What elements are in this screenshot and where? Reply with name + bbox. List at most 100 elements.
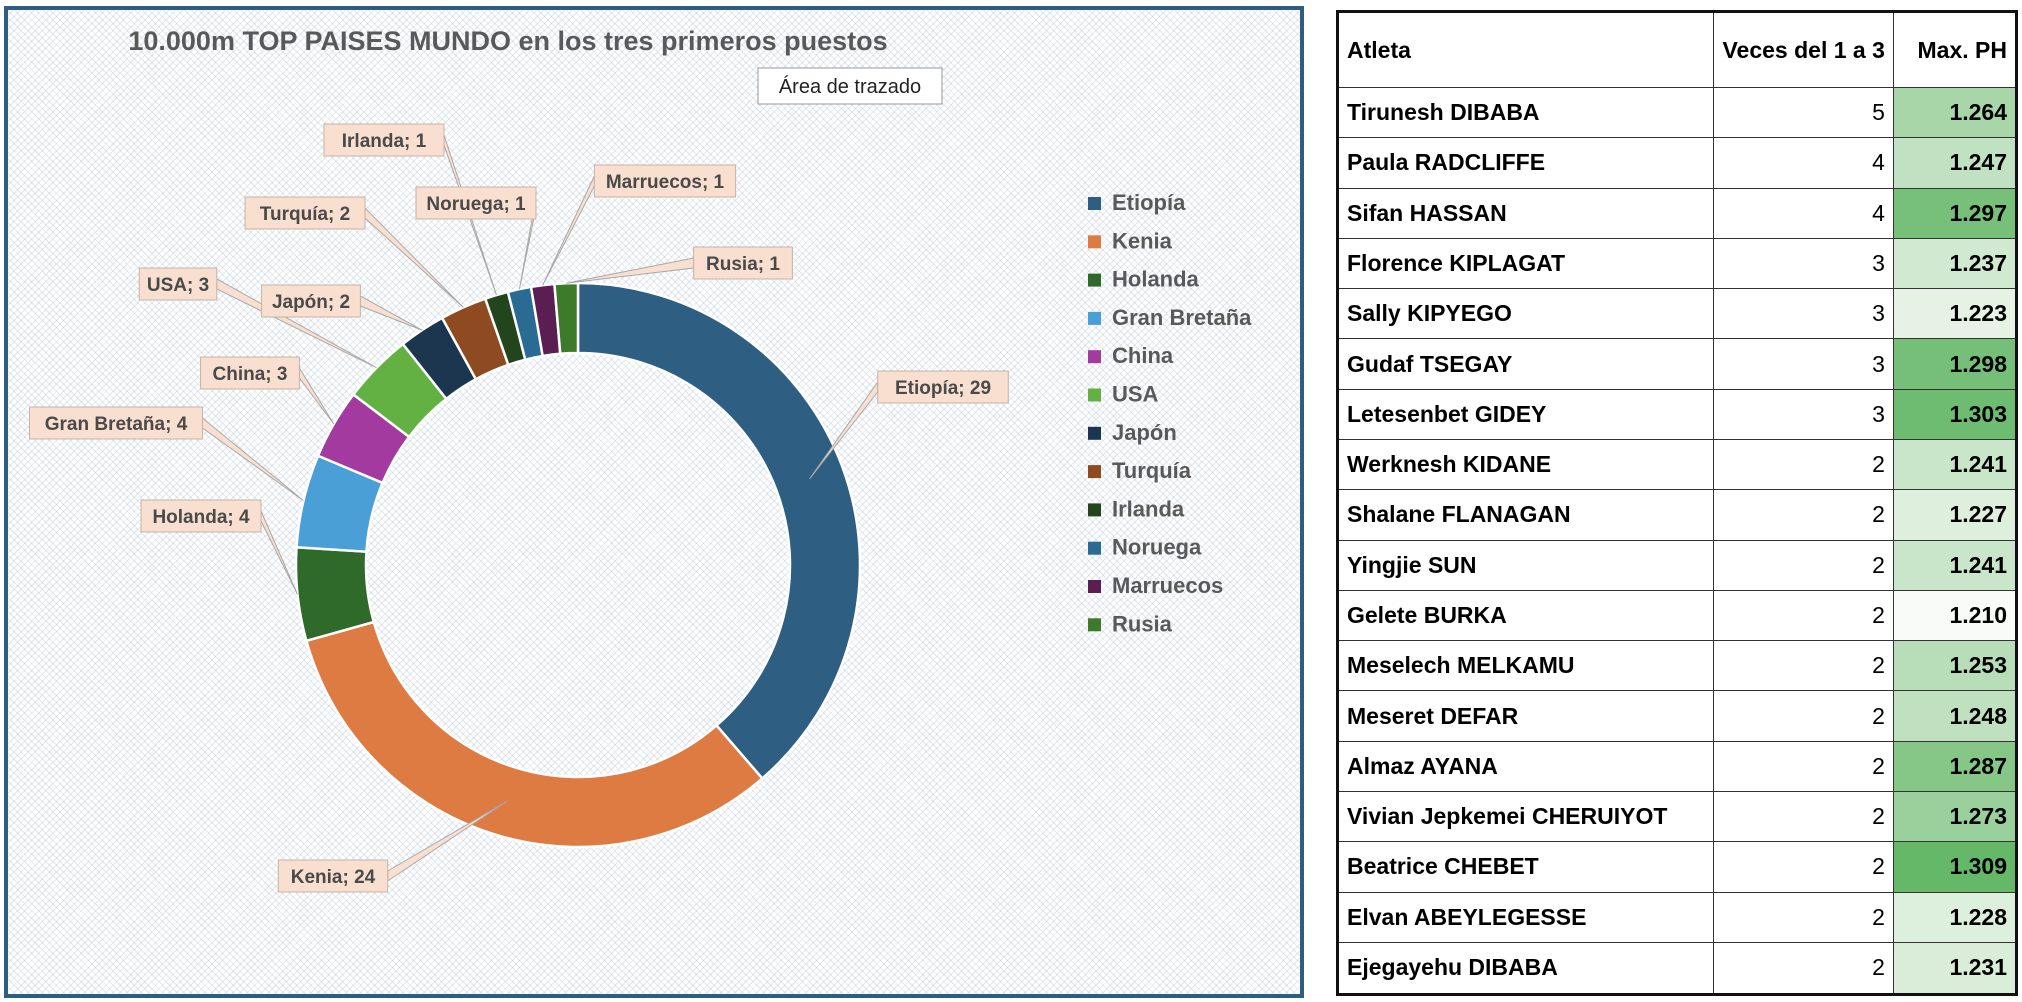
athlete-name: Letesenbet GIDEY: [1336, 388, 1715, 440]
header-atleta[interactable]: Atleta: [1336, 11, 1715, 88]
athlete-name: Beatrice CHEBET: [1336, 841, 1715, 893]
athlete-name: Gudaf TSEGAY: [1336, 338, 1715, 390]
legend-swatch: [1088, 197, 1101, 210]
legend-label: Turquía: [1112, 458, 1192, 483]
plot-area-tooltip: Área de trazado: [757, 67, 943, 105]
podium-count: 2: [1713, 841, 1894, 893]
max-ph: 1.264: [1892, 86, 2018, 139]
max-ph: 1.241: [1892, 438, 2018, 491]
header-veces[interactable]: Veces del 1 a 3: [1713, 11, 1894, 88]
table-row[interactable]: Werknesh KIDANE 2 1.241: [1336, 438, 2018, 491]
table-row[interactable]: Tirunesh DIBABA 5 1.264: [1336, 86, 2018, 139]
table-row[interactable]: Gudaf TSEGAY 3 1.298: [1336, 338, 2018, 390]
table-row[interactable]: Ejegayehu DIBABA 2 1.231: [1336, 941, 2018, 996]
athlete-name: Tirunesh DIBABA: [1336, 86, 1715, 139]
max-ph: 1.298: [1892, 338, 2018, 390]
data-label-noruega: Noruega; 1: [415, 186, 537, 290]
podium-count: 2: [1713, 740, 1894, 792]
legend-item-usa[interactable]: USA: [1088, 382, 1159, 407]
athlete-name: Almaz AYANA: [1336, 740, 1715, 792]
legend-item-noruega[interactable]: Noruega: [1088, 535, 1202, 560]
max-ph: 1.223: [1892, 288, 2018, 340]
legend-swatch: [1088, 388, 1101, 402]
max-ph: 1.309: [1892, 841, 2018, 893]
svg-text:USA; 3: USA; 3: [147, 275, 209, 296]
max-ph: 1.231: [1892, 941, 2018, 996]
athletes-table: Atleta Veces del 1 a 3 Max. PH Tirunesh …: [1336, 10, 2018, 996]
max-ph: 1.241: [1892, 539, 2018, 591]
data-label-kenia: Kenia; 24: [277, 801, 507, 893]
table-row[interactable]: Meselech MELKAMU 2 1.253: [1336, 640, 2018, 692]
slice-rusia[interactable]: [553, 281, 580, 356]
table-row[interactable]: Letesenbet GIDEY 3 1.303: [1336, 388, 2018, 440]
max-ph: 1.248: [1892, 690, 2018, 742]
athlete-name: Werknesh KIDANE: [1336, 438, 1715, 491]
data-label-turquía: Turquía; 2: [244, 196, 464, 308]
svg-text:Kenia; 24: Kenia; 24: [291, 867, 376, 888]
legend-label: Marruecos: [1112, 573, 1223, 598]
data-label-marruecos: Marruecos; 1: [542, 164, 737, 286]
athlete-name: Shalane FLANAGAN: [1336, 489, 1715, 541]
max-ph: 1.247: [1892, 137, 2018, 189]
legend-item-japón[interactable]: Japón: [1088, 420, 1177, 445]
svg-text:Holanda; 4: Holanda; 4: [152, 507, 250, 528]
athlete-name: Sally KIPYEGO: [1336, 288, 1715, 340]
table-row[interactable]: Florence KIPLAGAT 3 1.237: [1336, 237, 2018, 290]
podium-count: 2: [1713, 640, 1894, 692]
legend-label: USA: [1112, 382, 1159, 407]
podium-count: 4: [1713, 187, 1894, 239]
legend-item-kenia[interactable]: Kenia: [1088, 228, 1173, 253]
table-row[interactable]: Almaz AYANA 2 1.287: [1336, 740, 2018, 792]
legend-swatch: [1088, 503, 1101, 517]
table-row[interactable]: Beatrice CHEBET 2 1.309: [1336, 841, 2018, 893]
legend-label: Kenia: [1112, 228, 1173, 253]
slice-etiopía[interactable]: [576, 281, 862, 781]
legend-swatch: [1088, 235, 1101, 249]
athlete-name: Sifan HASSAN: [1336, 187, 1715, 239]
table-row[interactable]: Sifan HASSAN 4 1.297: [1336, 187, 2018, 239]
legend-item-gran-bretaña[interactable]: Gran Bretaña: [1088, 305, 1252, 330]
athlete-name: Meselech MELKAMU: [1336, 640, 1715, 692]
legend-item-turquía[interactable]: Turquía: [1088, 458, 1192, 483]
table-row[interactable]: Gelete BURKA 2 1.210: [1336, 589, 2018, 642]
data-label-rusia: Rusia; 1: [566, 246, 793, 284]
legend-swatch: [1088, 426, 1101, 440]
legend-label: Japón: [1112, 420, 1177, 445]
header-max-ph[interactable]: Max. PH: [1892, 11, 2018, 88]
legend-item-irlanda[interactable]: Irlanda: [1088, 496, 1185, 521]
max-ph: 1.228: [1892, 891, 2018, 943]
table-row[interactable]: Sally KIPYEGO 3 1.223: [1336, 288, 2018, 340]
table-row[interactable]: Vivian Jepkemei CHERUIYOT 2 1.273: [1336, 790, 2018, 843]
athlete-name: Paula RADCLIFFE: [1336, 137, 1715, 189]
athletes-table-panel: Atleta Veces del 1 a 3 Max. PH Tirunesh …: [1336, 10, 2018, 996]
table-row[interactable]: Yingjie SUN 2 1.241: [1336, 539, 2018, 591]
donut-chart[interactable]: 10.000m TOP PAISES MUNDO en los tres pri…: [8, 10, 1300, 994]
tooltip-text: Área de trazado: [779, 75, 921, 98]
athlete-name: Vivian Jepkemei CHERUIYOT: [1336, 790, 1715, 843]
podium-count: 2: [1713, 438, 1894, 491]
table-row[interactable]: Meseret DEFAR 2 1.248: [1336, 690, 2018, 742]
legend-item-rusia[interactable]: Rusia: [1088, 611, 1173, 636]
table-row[interactable]: Paula RADCLIFFE 4 1.247: [1336, 137, 2018, 189]
chart-panel[interactable]: 10.000m TOP PAISES MUNDO en los tres pri…: [4, 6, 1304, 998]
legend-item-holanda[interactable]: Holanda: [1088, 267, 1200, 292]
podium-count: 3: [1713, 388, 1894, 440]
legend-item-china[interactable]: China: [1088, 343, 1174, 368]
max-ph: 1.297: [1892, 187, 2018, 239]
legend-label: Noruega: [1112, 535, 1202, 560]
table-row[interactable]: Shalane FLANAGAN 2 1.227: [1336, 489, 2018, 541]
legend-label: Irlanda: [1112, 496, 1185, 521]
table-row[interactable]: Elvan ABEYLEGESSE 2 1.228: [1336, 891, 2018, 943]
max-ph: 1.210: [1892, 589, 2018, 642]
data-label-usa: USA; 3: [138, 267, 377, 369]
data-label-china: China; 3: [200, 356, 335, 425]
max-ph: 1.227: [1892, 489, 2018, 541]
legend-item-marruecos[interactable]: Marruecos: [1088, 573, 1223, 598]
legend-label: China: [1112, 343, 1174, 368]
podium-count: 3: [1713, 338, 1894, 390]
max-ph: 1.303: [1892, 388, 2018, 440]
svg-text:Etiopía; 29: Etiopía; 29: [895, 378, 991, 399]
podium-count: 2: [1713, 891, 1894, 943]
slice-kenia[interactable]: [304, 620, 765, 849]
legend-item-etiopía[interactable]: Etiopía: [1088, 190, 1186, 215]
